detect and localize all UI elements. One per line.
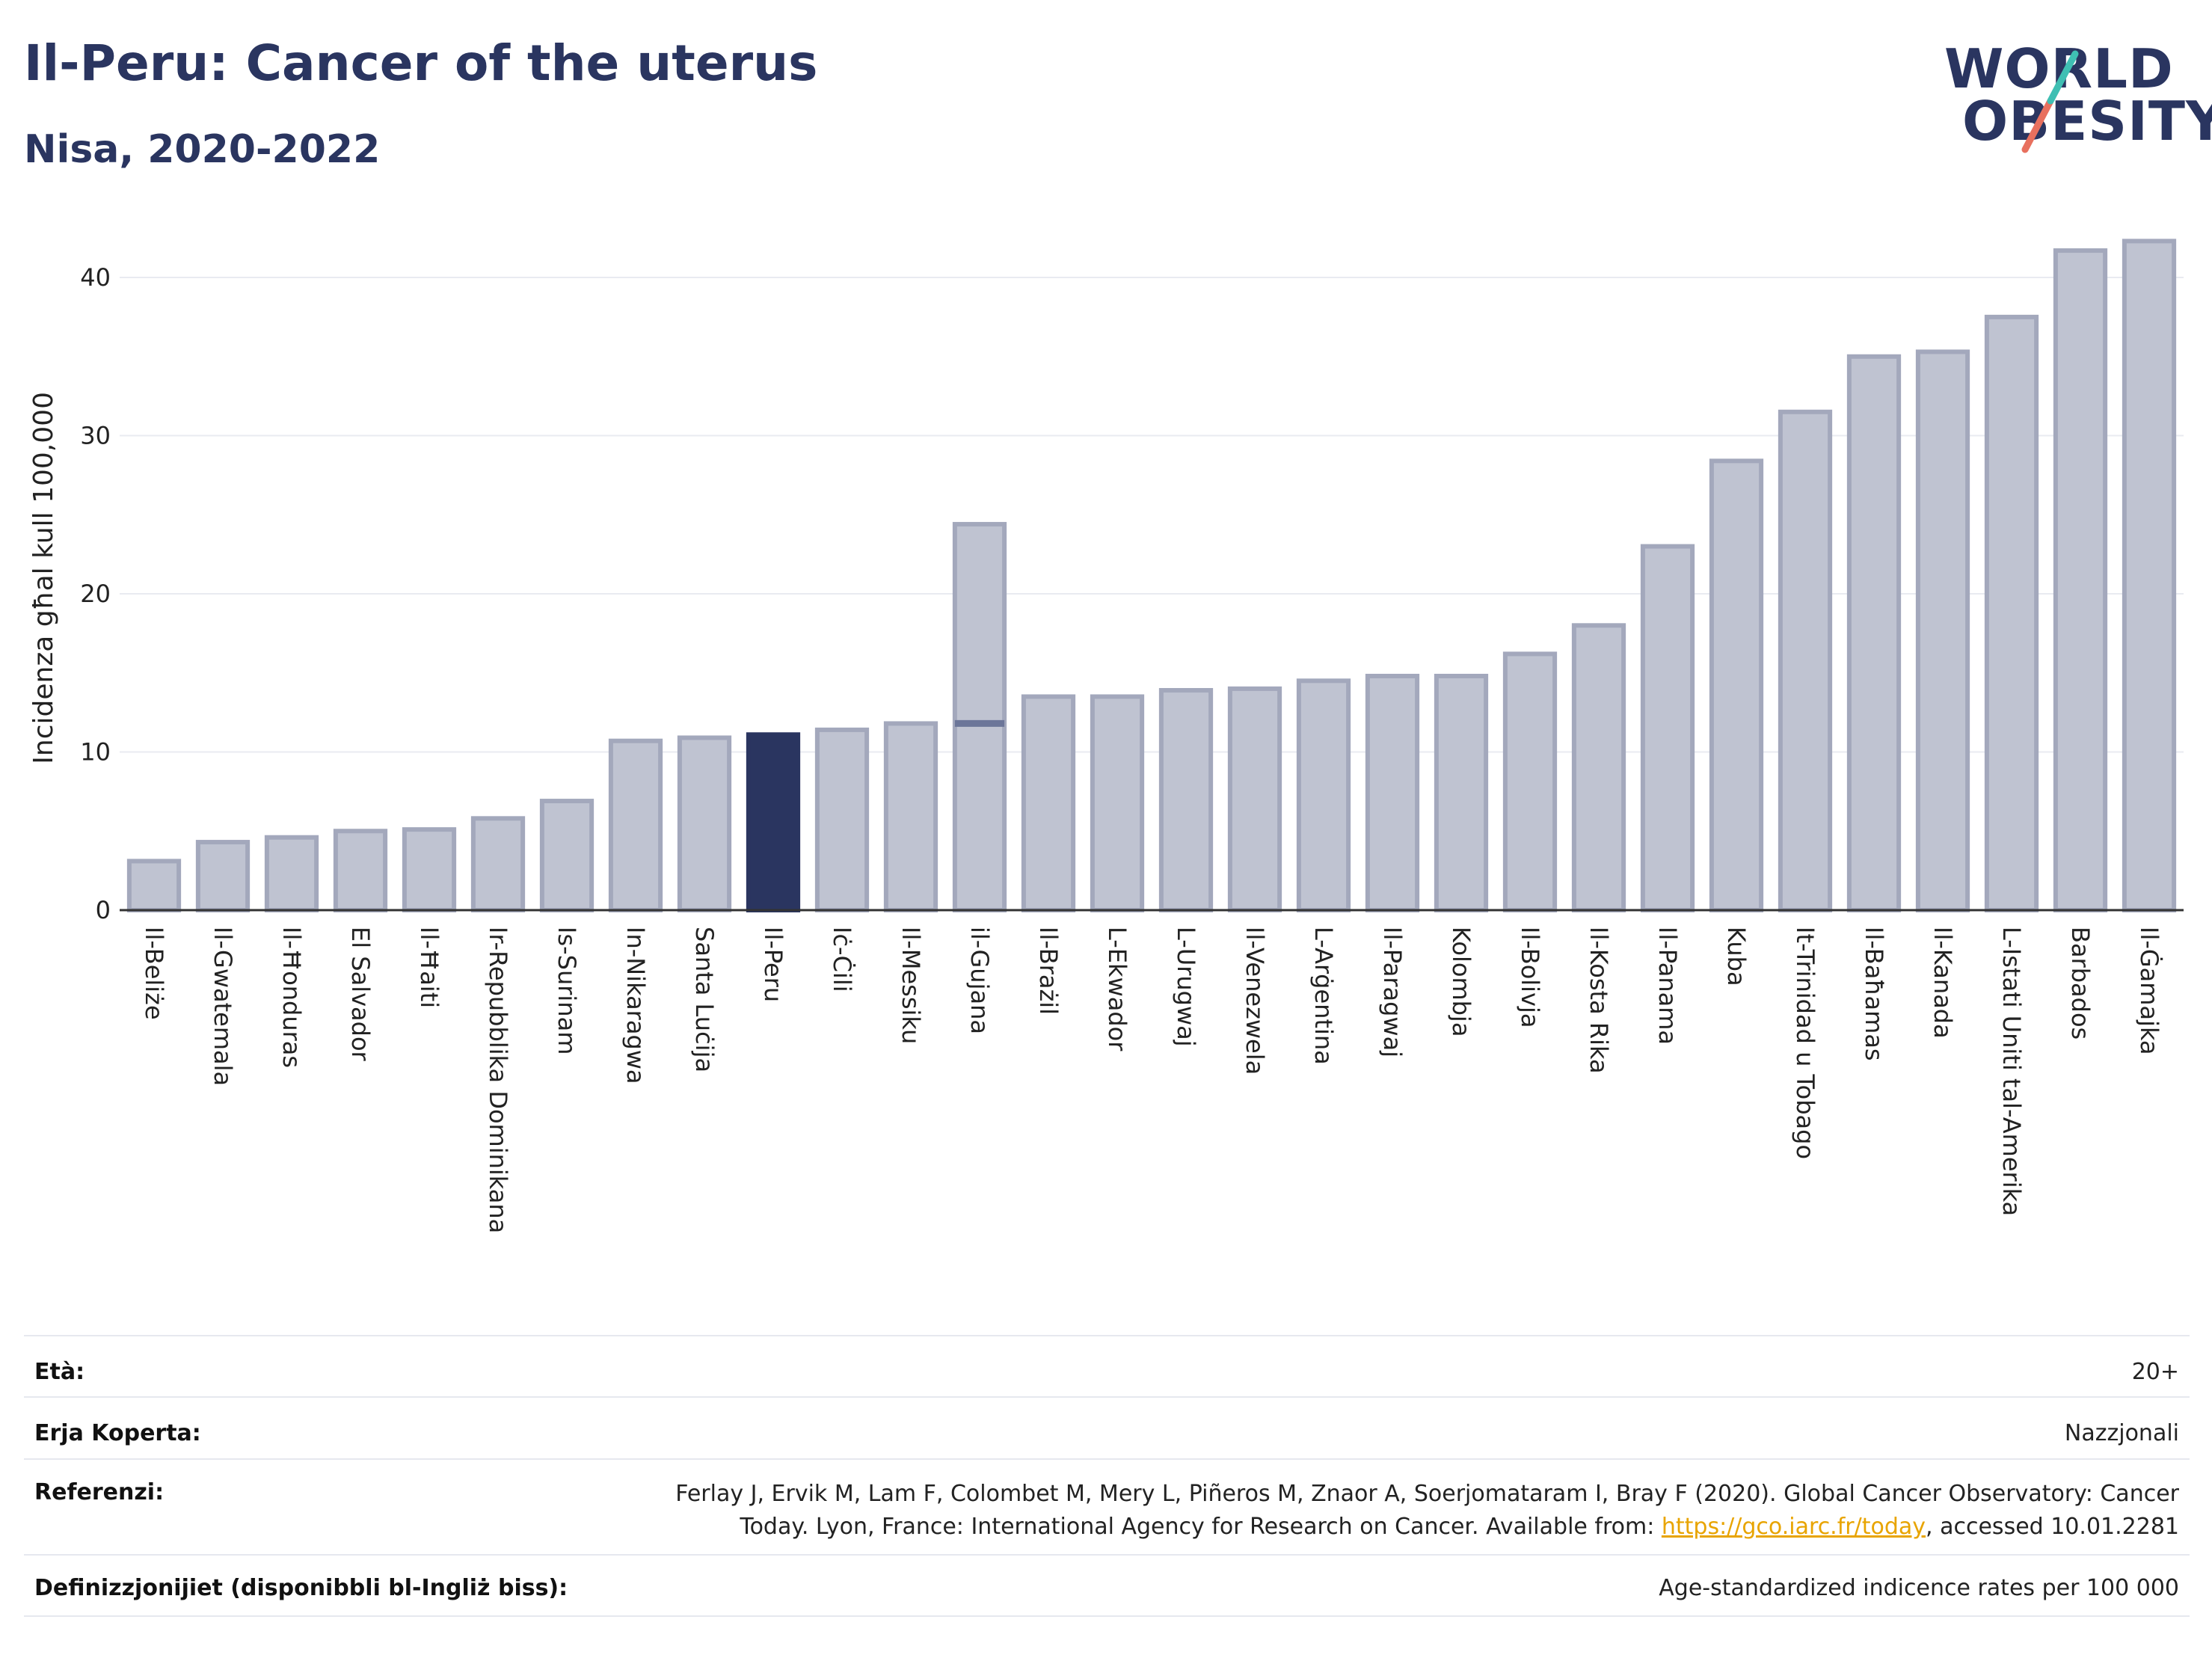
- bar-chart: 0 10 20 30 40 Incidenza għal kull 100,000 Il-B…: [28, 239, 2184, 1233]
- y-tick-label: 40: [80, 263, 111, 292]
- bar: [677, 735, 732, 913]
- x-tick-label: Il-Ħonduras: [277, 927, 306, 1068]
- x-tick-label: Il-Gwatemala: [209, 927, 237, 1086]
- references-link[interactable]: https://gco.iarc.fr/today: [1661, 1514, 1926, 1540]
- bar: [952, 521, 1007, 912]
- definitions-label: Definizzjonijiet (disponibbli bl-Ingliż …: [34, 1575, 568, 1601]
- bar: [1571, 623, 1626, 912]
- chart-title: Il-Peru: Cancer of the uterus: [24, 34, 818, 92]
- x-tick-label: L-Ekwador: [1103, 927, 1131, 1051]
- y-axis-label: Incidenza għal kull 100,000: [28, 392, 59, 764]
- bar: [1778, 409, 1833, 912]
- bar: [195, 840, 251, 913]
- bar: [2053, 248, 2108, 913]
- x-tick-label: Ir-Repubblika Dominikana: [484, 927, 512, 1233]
- x-tick-label: Il-Paragwaj: [1378, 927, 1407, 1057]
- x-tick-label: Il-Ġamajka: [2135, 927, 2163, 1055]
- bar: [1434, 673, 1489, 912]
- bar: [746, 732, 801, 912]
- chart-subtitle: Nisa, 2020-2022: [24, 127, 381, 172]
- x-tick-label: L-Istati Uniti tal-Amerika: [1997, 927, 2026, 1216]
- bar: [402, 827, 457, 913]
- meta-row-age: Età: 20+: [24, 1335, 2190, 1396]
- x-tick-label: il-Gujana: [965, 927, 994, 1034]
- bar: [1846, 354, 1902, 912]
- x-tick-label: Il-Brażil: [1034, 927, 1063, 1015]
- world-obesity-logo: WORLD OBESITY: [1944, 30, 2212, 165]
- x-tick-label: Il-Baħamas: [1860, 927, 1888, 1061]
- bar: [470, 816, 526, 912]
- y-tick-label: 10: [80, 738, 111, 767]
- bar: [539, 799, 595, 912]
- x-tick-label: In-Nikaragwa: [621, 927, 650, 1084]
- meta-row-references: Referenzi: Ferlay J, Ervik M, Lam F, Col…: [24, 1458, 2190, 1554]
- x-tick-label: Il-Venezwela: [1241, 927, 1269, 1075]
- bar: [814, 727, 870, 913]
- age-value: 20+: [2131, 1359, 2179, 1385]
- x-tick-label: Barbados: [2066, 927, 2095, 1040]
- bar: [883, 721, 938, 912]
- bar: [1296, 678, 1351, 912]
- bar: [1640, 544, 1695, 912]
- logo-slash-icon: [2021, 50, 2079, 153]
- x-tick-label: Il-Bolivja: [1516, 927, 1544, 1028]
- y-tick-label: 20: [80, 580, 111, 608]
- x-tick-label: Iċ-Ċili: [828, 927, 856, 992]
- bar: [608, 738, 663, 912]
- bar: [2122, 239, 2177, 913]
- x-tick-label: Santa Luċija: [690, 927, 719, 1072]
- y-tick-label: 30: [80, 422, 111, 450]
- meta-row-definitions: Definizzjonijiet (disponibbli bl-Ingliż …: [24, 1554, 2190, 1617]
- x-tick-label: Il-Ħaiti: [415, 927, 443, 1008]
- bar: [1915, 349, 1970, 912]
- x-tick-label: L-Arġentina: [1309, 927, 1338, 1065]
- x-tick-label: Il-Beliże: [140, 927, 168, 1020]
- x-tick-label: Il-Peru: [759, 927, 787, 1002]
- x-tick-label: Kuba: [1722, 927, 1751, 986]
- meta-row-area: Erja Koperta: Nazzjonali: [24, 1396, 2190, 1458]
- bar: [126, 859, 182, 913]
- x-tick-label: Il-Messiku: [897, 927, 925, 1044]
- bar: [1090, 694, 1145, 912]
- x-tick-label: El Salvador: [346, 927, 375, 1062]
- bar: [1227, 686, 1282, 913]
- bar: [1158, 688, 1214, 912]
- bar: [1021, 694, 1076, 912]
- definitions-value: Age-standardized indicence rates per 100…: [1659, 1575, 2179, 1601]
- x-tick-label: Il-Kanada: [1929, 927, 1957, 1039]
- references-label: Referenzi:: [34, 1479, 165, 1505]
- bar: [1709, 458, 1764, 912]
- x-tick-label: It-Trinidad u Tobago: [1791, 927, 1819, 1159]
- x-tick-label: L-Urugwaj: [1172, 927, 1200, 1047]
- x-tick-label: Il-Panama: [1653, 927, 1682, 1045]
- area-value: Nazzjonali: [2064, 1420, 2179, 1446]
- bar: [1365, 673, 1420, 912]
- references-accessed: , accessed 10.01.2281: [1926, 1514, 2179, 1540]
- bar: [333, 829, 388, 912]
- references-line-2: Today. Lyon, France: International Agenc…: [609, 1511, 2179, 1544]
- area-label: Erja Koperta:: [34, 1420, 201, 1446]
- references-line-1: Ferlay J, Ervik M, Lam F, Colombet M, Me…: [675, 1481, 2179, 1507]
- bar: [264, 835, 319, 912]
- references-line-2-text: Today. Lyon, France: International Agenc…: [740, 1514, 1662, 1540]
- x-tick-label: Il-Kosta Rika: [1585, 927, 1613, 1074]
- age-label: Età:: [34, 1359, 85, 1385]
- x-tick-label: Kolombja: [1447, 927, 1475, 1037]
- bar: [1502, 651, 1558, 912]
- logo-word-obesity: OBESITY: [1962, 90, 2212, 153]
- y-tick-label: 0: [96, 896, 111, 924]
- x-tick-label: Is-Surinam: [553, 927, 581, 1054]
- bar: [1984, 314, 2039, 912]
- references-text: Ferlay J, Ervik M, Lam F, Colombet M, Me…: [609, 1478, 2179, 1544]
